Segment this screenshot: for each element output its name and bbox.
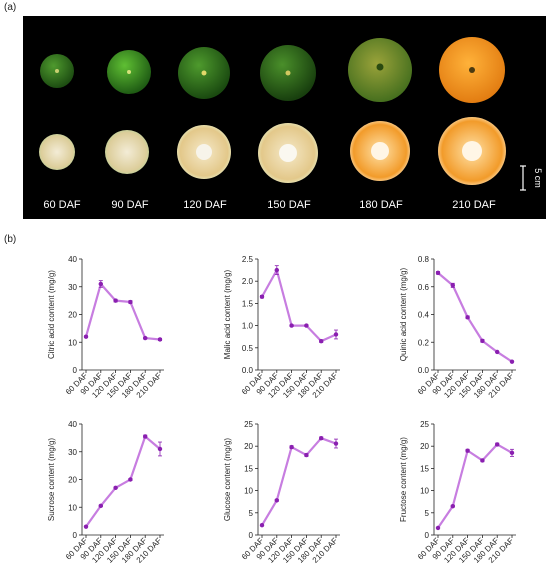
chart-1-point (113, 298, 118, 303)
chart-4-point (143, 434, 148, 439)
chart-3-y-tick-label: 0.6 (418, 283, 430, 292)
chart-6-point (495, 442, 500, 447)
chart-1-y-tick-label: 0 (73, 366, 78, 375)
chart-3-point (495, 349, 500, 355)
chart-6-point (465, 448, 470, 453)
chart-3-point (509, 359, 515, 364)
chart-1-point (143, 335, 148, 341)
chart-6-point (509, 450, 515, 456)
stage-label-210: 210 DAF (452, 199, 496, 211)
chart-4-point (98, 503, 104, 509)
chart-2-y-tick-label: 1.5 (242, 299, 254, 308)
scale-label: 5 cm (533, 168, 543, 188)
chart-3-series-line (437, 272, 513, 363)
chart-5-y-tick-label: 15 (244, 464, 253, 473)
chart-6-y-tick-label: 5 (425, 509, 430, 518)
chart-1-series-line (84, 282, 161, 341)
chart-6-point (480, 458, 485, 463)
chart-5-y-tick-label: 10 (244, 487, 253, 496)
panel-a-label: (a) (4, 2, 17, 13)
chart-1-y-tick-label: 20 (68, 311, 77, 320)
chart-4-y-tick-label: 40 (68, 420, 77, 429)
fruit-photo-panel: 5 cm 60 DAF 90 DAF 120 DAF 150 DAF 180 D… (23, 16, 546, 219)
chart-4-series-line (85, 435, 161, 528)
chart-3-point (435, 270, 441, 276)
chart-4-y-tick-label: 30 (68, 448, 77, 457)
chart-5-y-tick-label: 20 (244, 442, 253, 451)
chart-6-point (435, 525, 441, 531)
chart-1-y-tick-label: 30 (68, 283, 77, 292)
chart-4-point (113, 485, 118, 491)
chart-1-point (128, 299, 133, 305)
chart-2-y-label: Malic acid content (mg/g) (223, 269, 232, 359)
chart-2-point (333, 332, 339, 337)
chart-4-y-tick-label: 20 (68, 476, 77, 485)
chart-4-y-tick-label: 10 (68, 503, 77, 512)
stage-label-120: 120 DAF (183, 199, 227, 211)
chart-4-point (157, 446, 163, 452)
fruit-90-daf-section (105, 130, 149, 174)
chart-3-point (450, 283, 455, 288)
stage-label-180: 180 DAF (359, 199, 403, 211)
chart-4-point (128, 477, 133, 482)
chart-2-y-tick-label: 0.5 (242, 344, 254, 353)
chart-6-point (450, 503, 455, 509)
chart-2-point (319, 338, 324, 344)
chart-2-point (289, 323, 294, 328)
fruit-60-daf-section (39, 134, 75, 170)
chart-1-point (83, 334, 89, 339)
chart-6-y-tick-label: 25 (420, 420, 429, 429)
chart-2-y-tick-label: 1.0 (242, 322, 254, 331)
chart-4-y-tick-label: 0 (73, 531, 78, 540)
chart-5-point (259, 523, 265, 528)
chart-3-y-tick-label: 0.4 (418, 311, 430, 320)
chart-5-y-tick-label: 5 (249, 509, 254, 518)
chart-5-y-tick-label: 25 (244, 420, 253, 429)
chart-2-point (259, 294, 265, 299)
chart-5-y-label: Glucose content (mg/g) (223, 438, 232, 521)
chart-1-y-tick-label: 40 (68, 255, 77, 264)
chart-6-y-tick-label: 0 (425, 531, 430, 540)
chart-5-series-line (261, 437, 337, 526)
chart-1-y-tick-label: 10 (68, 338, 77, 347)
panel-b-label: (b) (4, 234, 17, 245)
chart-3-y-tick-label: 0.8 (418, 255, 430, 264)
chart-5-point (304, 452, 309, 458)
chart-5-y-tick-label: 0 (249, 531, 254, 540)
chart-4-y-label: Sucrose content (mg/g) (47, 438, 56, 521)
chart-6-y-tick-label: 15 (420, 464, 429, 473)
chart-6-series-line (437, 443, 513, 529)
chart-5-point (274, 498, 279, 503)
chart-6-y-tick-label: 10 (420, 487, 429, 496)
chart-5-point (333, 441, 339, 446)
chart-1-point (98, 281, 104, 287)
chart-2-point (274, 267, 279, 273)
chart-3-point (465, 315, 470, 320)
chart-2-y-tick-label: 0.0 (242, 366, 254, 375)
stage-label-150: 150 DAF (267, 199, 311, 211)
chart-3-y-tick-label: 0.2 (418, 338, 430, 347)
chart-2-point (304, 323, 309, 328)
chart-2-series-line (261, 269, 337, 343)
chart-1-y-label: Citric acid content (mg/g) (47, 270, 56, 359)
chart-4-point (83, 524, 89, 529)
chart-3-point (480, 338, 485, 344)
chart-2-y-tick-label: 2.5 (242, 255, 254, 264)
stage-label-90: 90 DAF (111, 199, 149, 211)
chart-1-point (157, 337, 163, 342)
chart-5-point (289, 444, 294, 450)
chart-6-y-tick-label: 20 (420, 442, 429, 451)
chart-2-y-tick-label: 2.0 (242, 277, 254, 286)
chart-3-y-label: Quinic acid content (mg/g) (399, 267, 408, 361)
stage-label-60: 60 DAF (43, 199, 81, 211)
chart-6-y-label: Fructose content (mg/g) (399, 437, 408, 522)
chart-3-y-tick-label: 0.0 (418, 366, 430, 375)
fruit-photo: 5 cm 60 DAF 90 DAF 120 DAF 150 DAF 180 D… (39, 37, 543, 211)
chart-5-point (319, 436, 324, 441)
